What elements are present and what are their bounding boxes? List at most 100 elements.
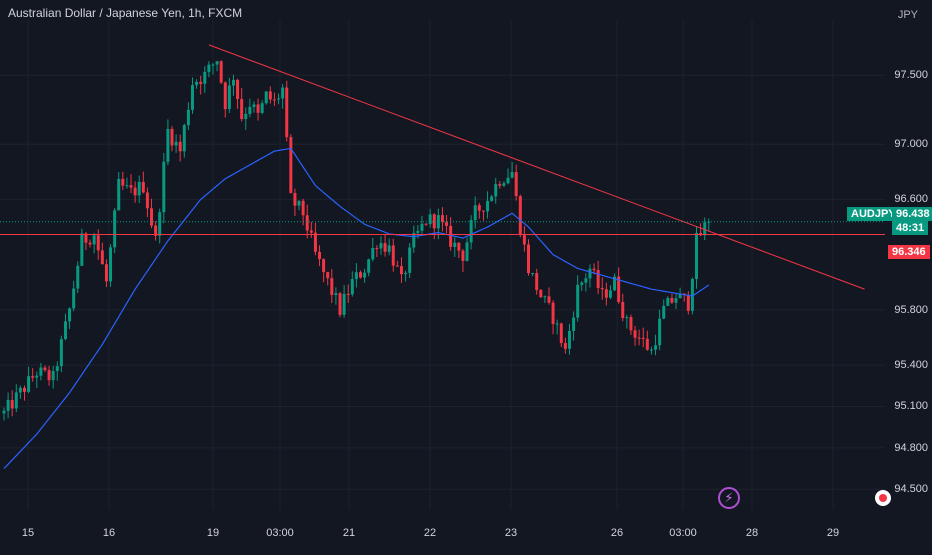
candle [440,207,444,232]
candle [670,293,674,304]
candle-body [486,200,490,212]
candle [588,264,592,288]
candle-body [31,376,35,378]
candle-body [330,278,334,295]
candle [604,282,608,306]
candle-body [354,272,358,279]
candle [387,238,391,256]
candle-body [625,317,629,319]
candle [252,101,256,113]
candle-body [461,250,465,261]
candle [203,66,207,93]
candle-body [469,220,473,243]
candle-body [481,210,485,212]
candle-body [465,242,469,261]
candle [535,268,539,295]
candle-body [490,196,494,201]
candle-body [272,99,276,101]
candle-body [260,103,264,113]
candle-body [129,185,133,188]
candle-body [158,212,162,236]
candle-body [424,223,428,225]
x-tick-label: 28 [745,527,759,539]
candle [567,323,571,355]
candle-body [252,104,256,107]
candle [371,237,375,262]
candle [223,81,227,118]
candle [27,366,31,394]
candle-body [547,296,551,303]
candle [207,61,211,78]
candle [518,194,522,238]
candle-body [506,177,510,184]
candle-body [408,247,412,273]
candle-body [2,410,6,414]
candle-body [522,235,526,245]
candle-body [543,296,547,298]
candle [293,188,297,216]
candle-body [121,178,125,186]
candle-body [576,284,580,318]
candle [268,86,272,104]
candle [289,134,293,194]
candle-body [449,225,453,247]
candle [547,287,551,305]
candle [608,285,612,300]
x-tick-label: 22 [423,527,437,539]
y-tick-label: 97.000 [894,138,928,151]
x-tick-label: 19 [206,527,220,539]
lightning-icon[interactable]: ⚡ [718,487,740,509]
record-icon[interactable] [875,490,891,506]
candle [195,79,199,89]
candle [190,77,194,114]
candle [297,200,301,211]
candle-body [674,298,678,303]
candle [59,335,63,373]
y-tick-label: 95.100 [894,400,928,413]
y-tick-label: 95.400 [894,359,928,372]
candle [2,407,6,421]
trendline[interactable] [208,44,865,290]
candle-body [285,87,289,138]
candle-body [399,266,403,275]
candle [334,287,338,305]
candle [342,285,346,318]
y-tick-label: 96.600 [894,193,928,206]
y-tick-label: 94.800 [894,441,928,454]
candle-body [379,243,383,249]
y-tick-label: 94.500 [894,483,928,496]
candle-body [297,200,301,206]
candle-body [584,278,588,283]
candle [551,300,555,335]
candle-body [277,98,281,100]
candle [313,222,317,256]
candle [272,92,276,106]
candle-body [137,181,141,196]
candle-body [563,343,567,349]
x-tick-label: 26 [610,527,624,539]
candle [113,208,117,254]
candle-body [658,318,662,346]
candle-body [43,367,47,371]
candle [457,242,461,259]
candle-body [654,345,658,350]
candle [576,275,580,322]
candle-body [141,181,145,193]
candle [248,98,252,118]
candle [662,299,666,320]
candle-body [350,278,354,295]
candle [84,232,88,251]
candle-body [588,268,592,279]
candle [408,243,412,279]
candle [473,196,477,229]
candle [231,74,235,96]
candle-body [154,225,158,236]
candle [162,153,166,224]
candle-body [219,61,223,83]
candle [10,390,14,417]
candle-body [227,85,231,110]
symbol-tag: AUDJPY [847,207,900,221]
candle-body [51,371,55,381]
